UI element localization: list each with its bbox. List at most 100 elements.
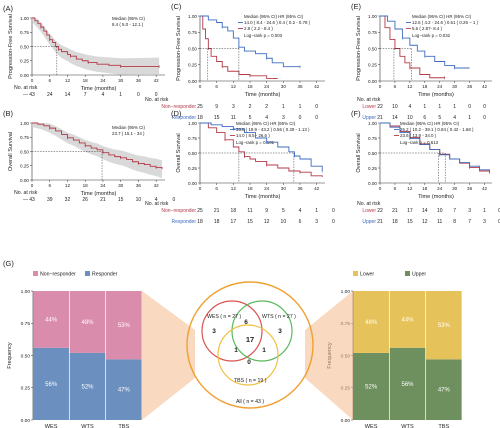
panel-e-risk-value: 14	[392, 115, 398, 121]
panel-a-risk-value: 4	[102, 92, 105, 98]
y-tick-label: 1.00	[368, 14, 377, 19]
venn-count: 1	[262, 347, 266, 354]
panel-d-risk-value: 9	[265, 208, 268, 214]
panel-e-risk-value: 1	[468, 115, 471, 121]
g-left-ylabel: Frequency	[7, 342, 13, 369]
panel-d-risk-value: 12	[264, 219, 270, 225]
panel-e-risk-value: 0	[483, 104, 486, 110]
panel-c-risk-value: 25	[197, 104, 203, 110]
x-tick-label: 30	[118, 183, 124, 188]
g-left-bar-top	[69, 291, 106, 353]
panel-b-risk-value: 32	[65, 197, 71, 203]
y-tick-label: 0.75	[188, 136, 197, 141]
panel-b-ylabel: Overall Survival	[8, 132, 14, 171]
panel-d-risk-value: 18	[197, 219, 203, 225]
y-tick-label: 0.25	[368, 166, 377, 171]
y-tick-label: 0.50	[368, 46, 377, 51]
panel-f-risk-title: No. at risk	[357, 201, 381, 207]
x-tick-label: 18	[422, 186, 428, 191]
y-tick-label: 0.00	[21, 418, 31, 424]
panel-a-risk-value: 43	[29, 92, 35, 98]
panel-c-risk-title: No. at risk	[145, 97, 169, 103]
g-right-category: WES	[365, 424, 378, 428]
x-tick-label: 36	[297, 186, 303, 191]
g-right-legend-label: Upper	[412, 272, 426, 278]
panel-d-risk-value: 11	[247, 208, 252, 214]
y-tick-label: 0.25	[368, 63, 377, 68]
venn-all-circle	[186, 281, 314, 409]
panel-c-risk-value: 4	[265, 115, 268, 121]
panel-a-risk-value: 1	[119, 92, 122, 98]
panel-f-logrank: Log−rank p = 0.613	[400, 140, 439, 145]
y-tick-label: 1.00	[188, 121, 197, 126]
panel-b-risk-value: 10	[136, 197, 142, 203]
panel-c-risk-value: 0	[299, 115, 302, 121]
g-right-label-bottom: 47%	[438, 388, 451, 394]
g-right-label-top: 53%	[438, 323, 451, 329]
panel-c-risk-value: 2	[265, 104, 268, 110]
venn-count: 3	[212, 328, 216, 335]
y-tick-label: 0.25	[20, 59, 29, 64]
panel-b-risk-value: 21	[100, 197, 106, 203]
panel-a-risk-label: —	[23, 92, 28, 98]
x-tick-label: 24	[437, 84, 443, 89]
panel-b-risk-value: 43	[29, 197, 35, 203]
g-left-bar-top	[33, 291, 69, 348]
g-right-category: TBS	[438, 424, 449, 428]
panel-c-risk-value: 5	[249, 115, 252, 121]
panel-d-risk-value: 4	[299, 208, 302, 214]
g-left-label-bottom: 52%	[81, 384, 94, 390]
panel-e-curve-upper	[380, 15, 470, 69]
y-tick-label: 1.00	[20, 16, 29, 21]
venn-count: 1	[234, 347, 238, 354]
y-tick-label: 0.00	[368, 181, 377, 186]
panel-a-risk-value: 0	[155, 92, 158, 98]
y-tick-label: 0.25	[21, 386, 31, 392]
panel-d-ylabel: Overall Survival	[176, 133, 182, 172]
x-tick-label: 42	[482, 84, 488, 89]
panel-e-risk-value: 1	[438, 104, 441, 110]
x-tick-label: 18	[247, 84, 253, 89]
panel-e-risk-value: 0	[483, 115, 486, 121]
panel-f-risk-value: 3	[483, 219, 486, 225]
x-tick-label: 6	[394, 84, 397, 89]
panel-d-risk-value: 0	[332, 219, 335, 225]
panel-c-risk-value: 3	[282, 115, 285, 121]
x-tick-label: 0	[199, 186, 202, 191]
panel-f-risk-label: Lower	[362, 208, 376, 214]
y-tick-label: 0.00	[188, 79, 197, 84]
panel-e-ylabel: Progression-Free Survival	[356, 16, 362, 81]
x-tick-label: 12	[65, 78, 71, 83]
panel-b-risk-label: —	[23, 197, 28, 203]
panel-d-risk-value: 21	[214, 208, 220, 214]
panel-e-legend-row: 5.6 ( 2.87- 8.4 )	[412, 26, 443, 31]
g-right-label-top: 48%	[365, 320, 378, 326]
x-tick-label: 42	[314, 186, 320, 191]
panel-d-risk-value: 15	[247, 219, 253, 225]
venn-count: 3	[278, 328, 282, 335]
y-tick-label: 0.75	[368, 136, 377, 141]
panel-b-risk-value: 15	[118, 197, 124, 203]
panel-a-legend-header: Median (95% CI)	[112, 16, 145, 21]
g-left-legend-swatch	[33, 271, 38, 276]
x-tick-label: 42	[154, 183, 160, 188]
panel-c-risk-label: Non−responder	[161, 104, 196, 110]
g-left-bar-bottom	[69, 352, 106, 420]
g-right-bar-bottom	[353, 352, 389, 420]
panel-f-legend-header: Median (95% CI) HR (95% CI)	[400, 121, 460, 126]
y-tick-label: 1.00	[341, 289, 351, 295]
x-tick-label: 24	[100, 78, 106, 83]
panel-c-risk-value: 0	[315, 104, 318, 110]
g-right-bar-top	[426, 291, 462, 360]
panel-c-xlabel: Time (months)	[245, 92, 281, 98]
x-tick-label: 6	[48, 78, 51, 83]
y-tick-label: 0.50	[188, 46, 197, 51]
panel-d-risk-title: No. at risk	[145, 201, 169, 207]
y-tick-label: 0.75	[368, 30, 377, 35]
panel-a-ylabel: Progression-Free Survival	[8, 14, 14, 79]
x-tick-label: 18	[83, 183, 89, 188]
panel-f-risk-value: 1	[483, 208, 486, 214]
g-right-label-bottom: 56%	[401, 382, 414, 388]
x-tick-label: 0	[199, 84, 202, 89]
y-tick-label: 0.75	[188, 30, 197, 35]
